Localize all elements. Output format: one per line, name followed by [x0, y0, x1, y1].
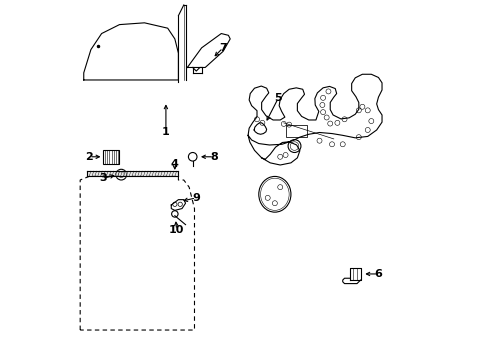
- Text: 1: 1: [162, 127, 169, 137]
- Text: 10: 10: [168, 225, 184, 235]
- Text: 9: 9: [192, 193, 200, 203]
- Text: 4: 4: [170, 159, 179, 169]
- Text: 6: 6: [374, 269, 382, 279]
- Bar: [285, 125, 306, 137]
- Text: 2: 2: [85, 152, 93, 162]
- Text: 3: 3: [100, 173, 107, 183]
- Bar: [103, 150, 119, 164]
- Text: 8: 8: [210, 152, 218, 162]
- Text: 7: 7: [219, 43, 226, 53]
- Text: 5: 5: [274, 93, 282, 103]
